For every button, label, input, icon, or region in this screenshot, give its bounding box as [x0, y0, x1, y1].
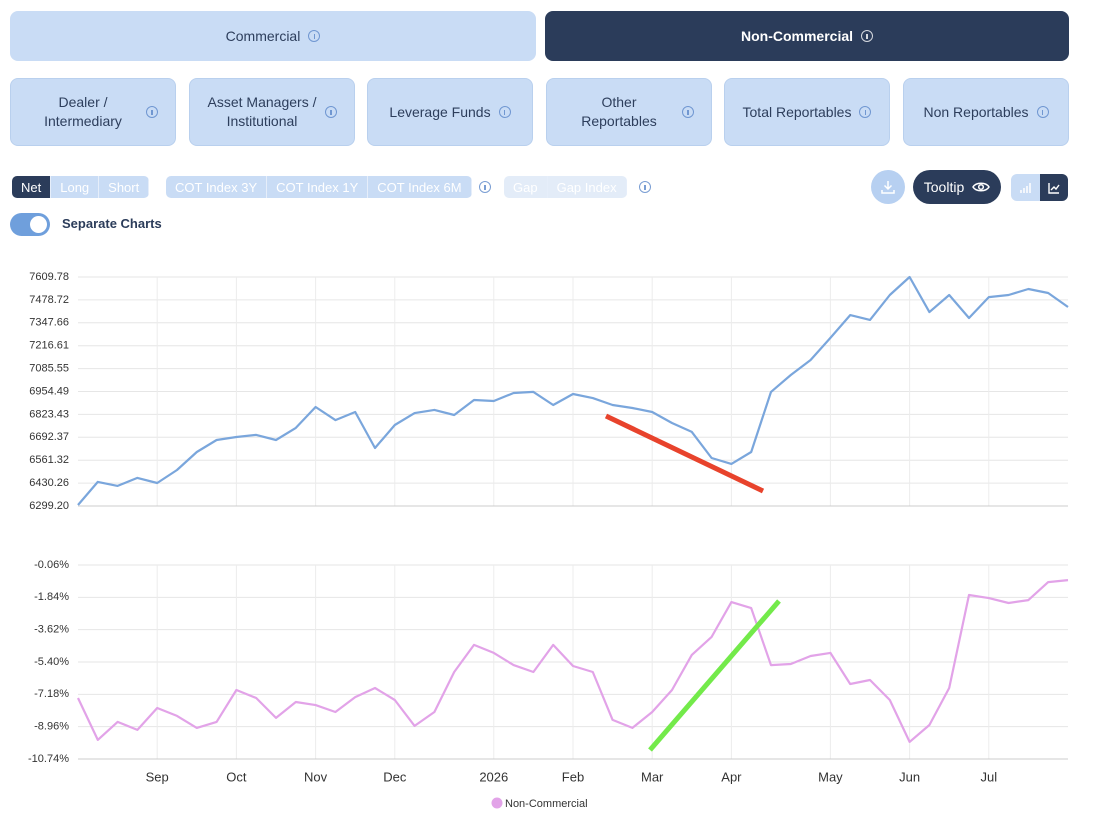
line-series	[77, 275, 1069, 506]
index-1y[interactable]: COT Index 1Y	[267, 176, 369, 198]
x-tick-label: Feb	[562, 769, 584, 784]
legend-label: Non-Commercial	[505, 798, 588, 810]
info-icon[interactable]	[479, 181, 491, 193]
x-tick-label: Sep	[146, 769, 169, 784]
subtab-label: Dealer / Intermediary	[44, 94, 122, 129]
index-group: COT Index 3Y COT Index 1Y COT Index 6M	[166, 176, 472, 198]
bar-icon	[1020, 182, 1031, 193]
subtab-label: Asset Managers / Institutional	[207, 94, 317, 129]
y-tick-label: -5.40%	[34, 656, 69, 668]
annotation-red	[604, 413, 765, 494]
tab[interactable]: Commercial	[10, 11, 536, 61]
y-tick-label: 7478.72	[29, 294, 69, 306]
chart-type-group	[1011, 174, 1068, 201]
info-icon[interactable]	[639, 181, 651, 193]
switch-knob	[30, 216, 47, 233]
subtab-label: Leverage Funds	[389, 103, 491, 120]
line-icon	[1048, 182, 1060, 194]
y-tick-label: 7216.61	[29, 340, 69, 352]
mode-net[interactable]: Net	[12, 176, 52, 198]
mode-long[interactable]: Long	[51, 176, 100, 198]
download-icon	[881, 181, 895, 194]
x-tick-label: May	[818, 769, 843, 784]
tab-label: Non-Commercial	[740, 27, 854, 44]
subtab[interactable]: Asset Managers / Institutional	[189, 78, 355, 146]
legend-swatch	[491, 797, 503, 809]
line-series	[77, 579, 1069, 743]
y-tick-label: -1.84%	[34, 591, 69, 603]
index-6m[interactable]: COT Index 6M	[368, 176, 472, 198]
x-tick-label: Dec	[383, 769, 407, 784]
y-tick-label: 6561.32	[29, 454, 69, 466]
separate-label: Separate Charts	[62, 216, 162, 231]
subtab-label: Total Reportables	[742, 103, 852, 120]
x-tick-label: Mar	[641, 769, 664, 784]
subtab-label: Other Reportables	[581, 94, 657, 129]
y-tick-label: 6954.49	[29, 385, 69, 397]
eye-icon	[972, 182, 991, 192]
y-tick-label: 7347.66	[29, 317, 69, 329]
subtab[interactable]: Dealer / Intermediary	[10, 78, 176, 146]
bar-type[interactable]	[1011, 174, 1040, 201]
y-tick-label: -3.62%	[34, 624, 69, 636]
y-tick-label: -0.06%	[34, 559, 69, 571]
download-button[interactable]	[871, 170, 905, 204]
gap-index[interactable]: Gap Index	[547, 176, 627, 198]
tooltip-label: Tooltip	[923, 179, 965, 195]
y-tick-label: 7609.78	[29, 271, 69, 283]
x-tick-label: Jun	[899, 769, 920, 784]
x-tick-label: Nov	[304, 769, 328, 784]
gap-group: Gap Gap Index	[504, 176, 627, 198]
y-tick-label: 6299.20	[29, 500, 69, 512]
annotation-green	[648, 599, 781, 752]
gap[interactable]: Gap	[504, 176, 548, 198]
tooltip-button[interactable]: Tooltip	[913, 170, 1001, 204]
y-tick-label: -7.18%	[34, 688, 69, 700]
y-tick-label: 7085.55	[29, 363, 69, 375]
y-tick-label: 6823.43	[29, 408, 69, 420]
y-tick-label: 6692.37	[29, 431, 69, 443]
tab[interactable]: Non-Commercial	[545, 11, 1069, 61]
subtab[interactable]: Non Reportables	[903, 78, 1069, 146]
mode-group: Net Long Short	[12, 176, 150, 198]
tab-label: Commercial	[225, 27, 301, 44]
mode-short[interactable]: Short	[99, 176, 150, 198]
x-tick-label: Apr	[721, 769, 742, 784]
subtab[interactable]: Other Reportables	[546, 78, 712, 146]
y-tick-label: 6430.26	[29, 477, 69, 489]
y-tick-label: -10.74%	[28, 753, 69, 765]
subtab-label: Non Reportables	[923, 103, 1029, 120]
line-type[interactable]	[1039, 174, 1068, 201]
y-tick-label: -8.96%	[34, 721, 69, 733]
separate-switch[interactable]	[10, 213, 50, 236]
x-tick-label: Jul	[980, 769, 997, 784]
x-tick-label: Oct	[226, 769, 247, 784]
index-3y[interactable]: COT Index 3Y	[166, 176, 268, 198]
subtab[interactable]: Total Reportables	[724, 78, 890, 146]
subtab[interactable]: Leverage Funds	[367, 78, 533, 146]
x-tick-label: 2026	[479, 769, 508, 784]
